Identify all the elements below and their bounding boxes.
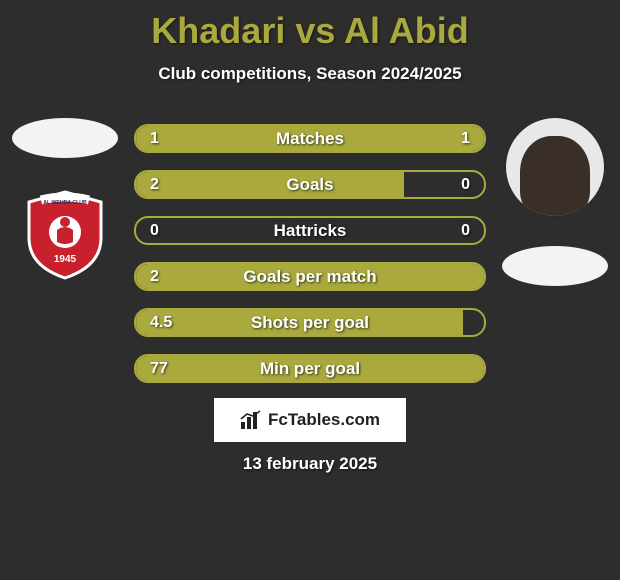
stat-label: Goals	[136, 175, 484, 195]
stat-value-right: 0	[461, 176, 470, 194]
right-player-avatar	[506, 118, 604, 216]
bar-chart-icon	[240, 410, 262, 430]
left-club-badge: AL WEHDA CLUB 1945	[23, 188, 107, 280]
stat-row: 77Min per goal	[134, 354, 486, 383]
fctables-logo: FcTables.com	[214, 398, 406, 442]
stat-row: 1Matches1	[134, 124, 486, 153]
stat-row: 4.5Shots per goal	[134, 308, 486, 337]
left-player-avatar-placeholder	[12, 118, 118, 158]
shield-icon: AL WEHDA CLUB 1945	[23, 188, 107, 280]
stat-value-right: 1	[461, 130, 470, 148]
badge-year: 1945	[54, 254, 77, 265]
stats-bars: 1Matches12Goals00Hattricks02Goals per ma…	[134, 124, 486, 383]
stat-row: 2Goals per match	[134, 262, 486, 291]
stat-row: 0Hattricks0	[134, 216, 486, 245]
comparison-subtitle: Club competitions, Season 2024/2025	[0, 64, 620, 84]
stat-label: Goals per match	[136, 267, 484, 287]
stat-label: Shots per goal	[136, 313, 484, 333]
stat-label: Hattricks	[136, 221, 484, 241]
right-player-column	[500, 118, 610, 286]
stat-label: Min per goal	[136, 359, 484, 379]
right-club-badge-placeholder	[502, 246, 608, 286]
stat-label: Matches	[136, 129, 484, 149]
left-player-column: AL WEHDA CLUB 1945	[10, 118, 120, 280]
badge-top-text: AL WEHDA CLUB	[43, 200, 87, 206]
comparison-date: 13 february 2025	[0, 454, 620, 474]
stat-row: 2Goals0	[134, 170, 486, 199]
stat-value-right: 0	[461, 222, 470, 240]
player-silhouette-icon	[520, 136, 590, 216]
comparison-title: Khadari vs Al Abid	[0, 0, 620, 52]
logo-text: FcTables.com	[268, 410, 380, 430]
